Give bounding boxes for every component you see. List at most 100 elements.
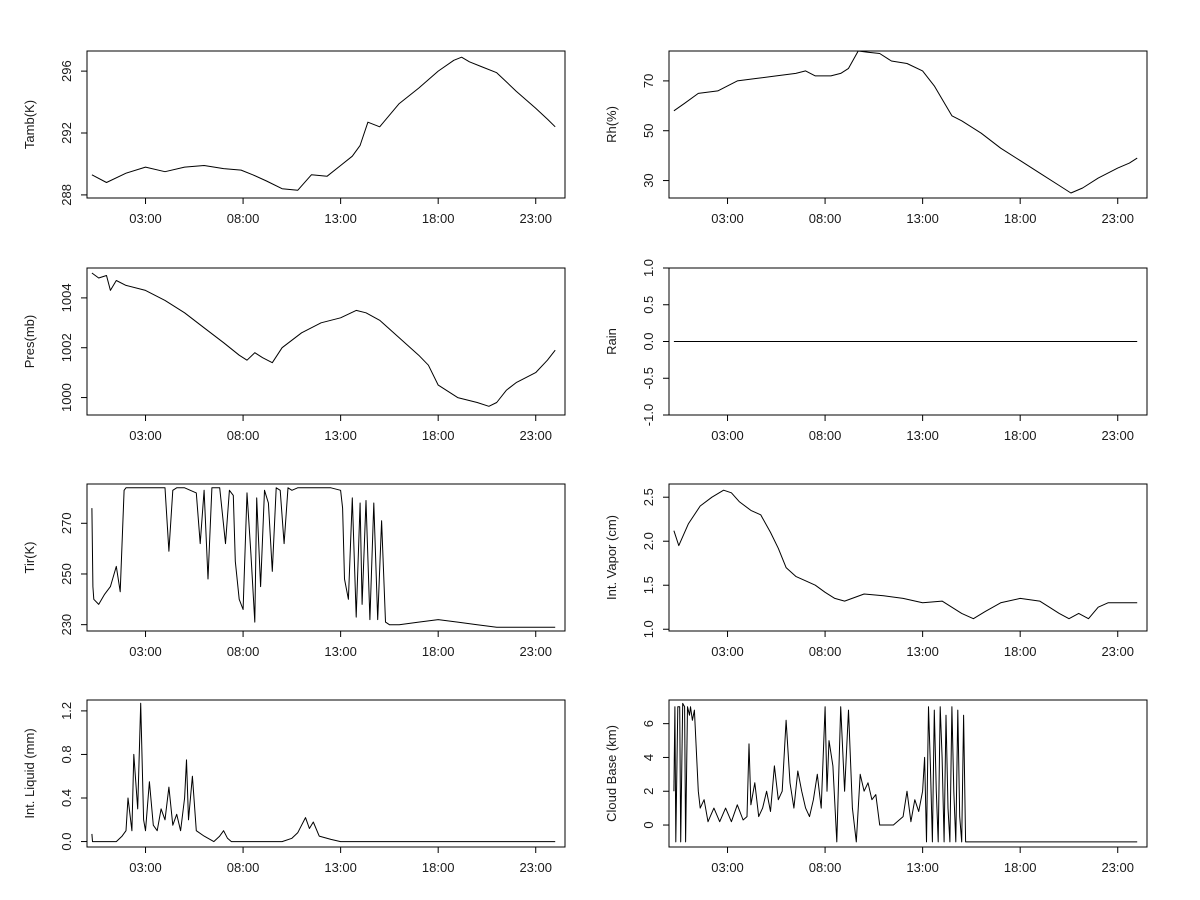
x-tick-label: 03:00 (129, 428, 162, 443)
rh-plot-frame (668, 50, 1148, 199)
y-tick-label: 70 (641, 74, 656, 88)
x-tick-label: 23:00 (519, 644, 552, 659)
rh-y-axis-label: Rh(%) (604, 106, 619, 143)
rain-y-axis-label: Rain (604, 328, 619, 355)
x-tick-label: 08:00 (809, 428, 842, 443)
int-vapor-cm-plot-frame (668, 483, 1148, 632)
x-tick-label: 18:00 (422, 211, 455, 226)
x-tick-label: 23:00 (519, 860, 552, 875)
int-vapor-cm-series-line (673, 489, 1138, 620)
cloud-base-km-series-line (673, 702, 1138, 843)
x-tick-label: 18:00 (422, 428, 455, 443)
tamb-k-chart: 03:00 08:00 13:00 18:00 23:00 288 292 296 Tamb(K… (22, 50, 566, 226)
x-tick-label: 18:00 (1004, 428, 1037, 443)
y-tick-label: 1.0 (641, 620, 656, 638)
x-tick-label: 13:00 (324, 428, 357, 443)
y-tick-label: 2.5 (641, 488, 656, 506)
x-tick-label: 13:00 (324, 860, 357, 875)
x-tick-label: 08:00 (227, 644, 260, 659)
x-tick-label: 23:00 (1101, 644, 1134, 659)
x-tick-label: 18:00 (1004, 211, 1037, 226)
pres-mb-plot-frame (86, 267, 566, 416)
rh-x-axis: 03:00 08:00 13:00 18:00 23:00 (711, 197, 1134, 226)
x-tick-label: 23:00 (1101, 860, 1134, 875)
x-tick-label: 13:00 (906, 428, 939, 443)
y-tick-label: 296 (59, 60, 74, 82)
x-tick-label: 13:00 (906, 211, 939, 226)
y-tick-label: 270 (59, 512, 74, 534)
x-tick-label: 23:00 (519, 211, 552, 226)
tir-k-series-line (91, 487, 556, 628)
y-tick-label: 30 (641, 173, 656, 187)
tir-k-y-axis: 230 250 270 (59, 512, 88, 636)
x-tick-label: 08:00 (809, 860, 842, 875)
x-tick-label: 03:00 (129, 211, 162, 226)
y-tick-label: 2.0 (641, 532, 656, 550)
int-liquid-mm-y-axis: 0.0 0.4 0.8 1.2 (59, 702, 88, 851)
x-tick-label: 13:00 (324, 211, 357, 226)
x-tick-label: 08:00 (227, 211, 260, 226)
x-tick-label: 18:00 (1004, 644, 1037, 659)
y-tick-label: 250 (59, 563, 74, 585)
y-tick-label: 4 (641, 754, 656, 761)
tir-k-chart: 03:00 08:00 13:00 18:00 23:00 230 250 270 Tir(K) (22, 483, 566, 659)
x-tick-label: 03:00 (711, 644, 744, 659)
x-tick-label: 23:00 (519, 428, 552, 443)
int-liquid-mm-y-axis-label: Int. Liquid (mm) (22, 728, 37, 818)
rh-chart: 03:00 08:00 13:00 18:00 23:00 30 50 70 Rh(%) (604, 50, 1148, 226)
y-tick-label: -1.0 (641, 404, 656, 426)
x-tick-label: 08:00 (809, 644, 842, 659)
y-tick-label: 1004 (59, 283, 74, 312)
int-vapor-cm-y-axis-label: Int. Vapor (cm) (604, 515, 619, 600)
tir-k-x-axis: 03:00 08:00 13:00 18:00 23:00 (129, 630, 552, 659)
y-tick-label: 0.5 (641, 296, 656, 314)
cloud-base-km-plot-frame (668, 699, 1148, 848)
x-tick-label: 23:00 (1101, 428, 1134, 443)
tamb-k-series-line (91, 56, 556, 191)
int-vapor-cm-x-axis: 03:00 08:00 13:00 18:00 23:00 (711, 630, 1134, 659)
rain-y-axis: -1.0 -0.5 0.0 0.5 1.0 (641, 259, 670, 426)
y-tick-label: 1.5 (641, 576, 656, 594)
rh-y-axis: 30 50 70 (641, 74, 670, 188)
tamb-k-y-axis: 288 292 296 (59, 60, 88, 206)
y-tick-label: 6 (641, 720, 656, 727)
x-tick-label: 13:00 (324, 644, 357, 659)
int-liquid-mm-x-axis: 03:00 08:00 13:00 18:00 23:00 (129, 846, 552, 875)
x-tick-label: 03:00 (711, 428, 744, 443)
cloud-base-km-y-axis: 0 2 4 6 (641, 720, 670, 829)
tamb-k-x-axis: 03:00 08:00 13:00 18:00 23:00 (129, 197, 552, 226)
tir-k-y-axis-label: Tir(K) (22, 541, 37, 573)
x-tick-label: 18:00 (422, 860, 455, 875)
y-tick-label: 1002 (59, 333, 74, 362)
int-liquid-mm-chart: 03:00 08:00 13:00 18:00 23:00 0.0 0.4 0.8 1.2 Int… (22, 699, 566, 875)
rain-chart: 03:00 08:00 13:00 18:00 23:00 -1.0 -0.5 0.0 0.5 1… (604, 259, 1148, 443)
y-tick-label: 0.0 (641, 332, 656, 350)
int-liquid-mm-series-line (91, 702, 556, 843)
x-tick-label: 23:00 (1101, 211, 1134, 226)
x-tick-label: 13:00 (906, 860, 939, 875)
cloud-base-km-x-axis: 03:00 08:00 13:00 18:00 23:00 (711, 846, 1134, 875)
x-tick-label: 03:00 (711, 860, 744, 875)
y-tick-label: 0.8 (59, 745, 74, 763)
y-tick-label: 1000 (59, 383, 74, 412)
x-tick-label: 03:00 (129, 860, 162, 875)
y-tick-label: 1.2 (59, 702, 74, 720)
y-tick-label: 1.0 (641, 259, 656, 277)
x-tick-label: 08:00 (809, 211, 842, 226)
tir-k-plot-frame (86, 483, 566, 632)
x-tick-label: 03:00 (711, 211, 744, 226)
x-tick-label: 08:00 (227, 860, 260, 875)
x-tick-label: 08:00 (227, 428, 260, 443)
y-tick-label: 0.0 (59, 833, 74, 851)
y-tick-label: 50 (641, 123, 656, 137)
int-vapor-cm-chart: 03:00 08:00 13:00 18:00 23:00 1.0 1.5 2.0 2.5 Int… (604, 483, 1148, 659)
pres-mb-x-axis: 03:00 08:00 13:00 18:00 23:00 (129, 414, 552, 443)
x-tick-label: 18:00 (422, 644, 455, 659)
pres-mb-chart: 03:00 08:00 13:00 18:00 23:00 1000 1002 1004 Pre… (22, 267, 566, 443)
y-tick-label: 230 (59, 614, 74, 636)
x-tick-label: 18:00 (1004, 860, 1037, 875)
y-tick-label: 2 (641, 788, 656, 795)
y-tick-label: 0.4 (59, 789, 74, 807)
pres-mb-y-axis: 1000 1002 1004 (59, 283, 88, 412)
